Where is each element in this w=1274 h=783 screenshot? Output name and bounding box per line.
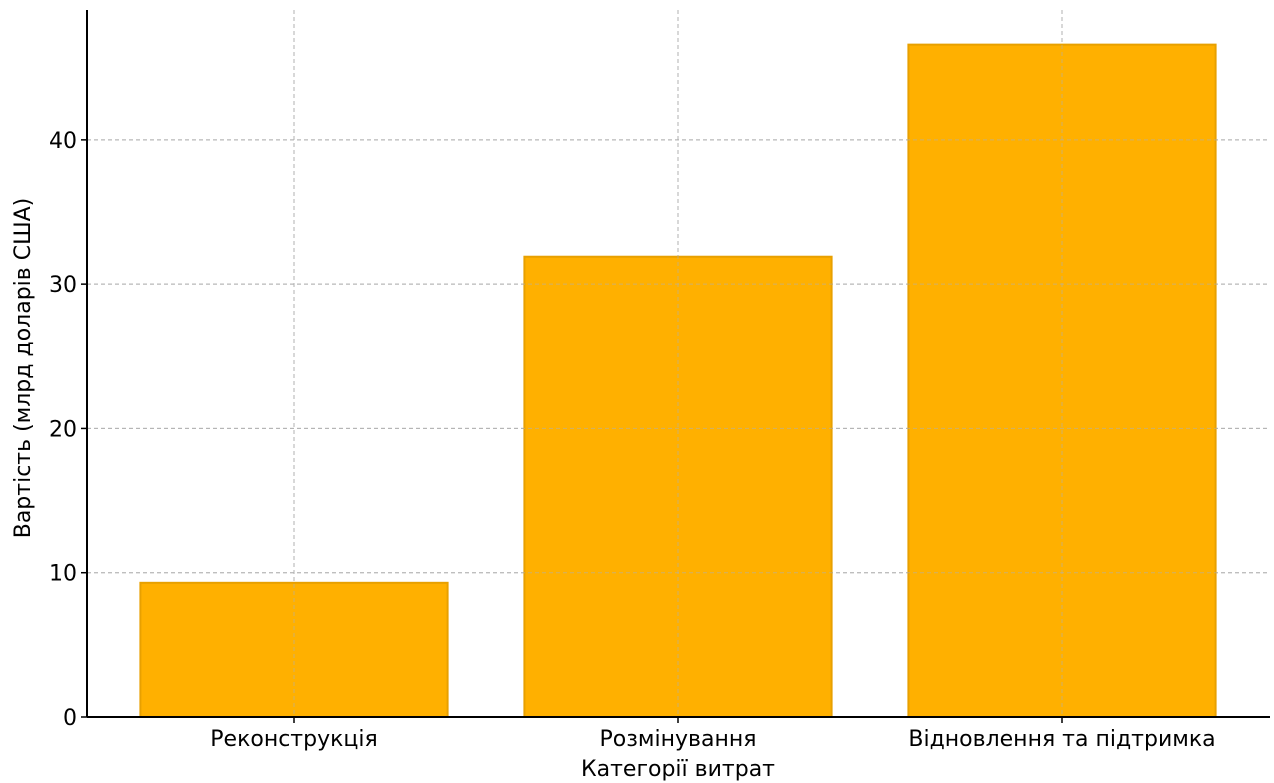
y-axis-title: Вартість (млрд доларів США) (11, 198, 36, 539)
x-tick-labels: Реконструкція Розмінування Відновлення та … (210, 717, 1216, 752)
y-tick-label: 0 (63, 706, 77, 731)
x-tick-label: Відновлення та підтримка (908, 727, 1215, 752)
x-tick-label: Реконструкція (210, 727, 377, 752)
x-tick-label: Розмінування (600, 727, 757, 752)
bars (87, 10, 1270, 718)
y-tick-label: 20 (49, 417, 77, 442)
y-tick-label: 40 (49, 129, 77, 154)
y-tick-label: 30 (49, 273, 77, 298)
y-tick-labels: 0 10 20 30 40 (49, 129, 87, 731)
bar (907, 43, 1217, 718)
x-axis-title: Категорії витрат (581, 757, 775, 782)
y-tick-label: 10 (49, 562, 77, 587)
